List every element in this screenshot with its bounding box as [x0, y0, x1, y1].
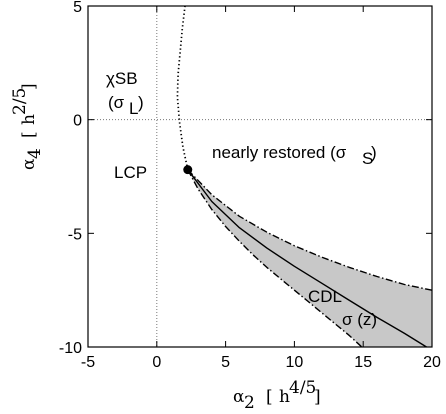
y-axis-label: α 4 [ h 2/5 ]	[10, 83, 45, 170]
x-axis-label-subscript: 2	[244, 393, 255, 413]
annotation-sigma-l-subscript: L	[129, 99, 138, 118]
cdl-shaded-region	[187, 169, 432, 347]
y-tick-label: -5	[68, 226, 82, 243]
x-axis-unit: h	[279, 387, 290, 407]
x-axis-unit-exponent: 4/5	[289, 378, 316, 398]
y-axis-bracket-close: ]	[19, 83, 39, 90]
x-tick-label: 5	[221, 354, 230, 371]
x-tick-label: 10	[286, 354, 304, 371]
annotation-cdl: CDL	[308, 287, 342, 306]
annotation-chiral-symmetry-broken: χSB	[106, 69, 138, 88]
y-tick-label: 0	[73, 113, 82, 130]
y-axis-label-symbol: α	[19, 158, 39, 170]
boundary-dotted-line	[176, 5, 189, 170]
plot-area	[87, 5, 433, 348]
x-axis-label: α 2 [ h 4/5 ]	[233, 378, 321, 413]
annotations: χSB (σ L ) nearly restored (σ S ) LCP CD…	[106, 69, 377, 329]
x-tick-label: 0	[152, 354, 161, 371]
x-axis-label-symbol: α	[233, 387, 245, 407]
annotation-sigma-s-close: )	[371, 143, 377, 162]
plot-frame	[87, 5, 433, 348]
annotation-sigma-s-subscript: S	[362, 149, 373, 168]
sigma-z-line	[187, 169, 427, 348]
y-tick-label: -10	[59, 340, 82, 357]
x-tick-label: 15	[354, 354, 372, 371]
annotation-lcp: LCP	[114, 163, 147, 182]
annotation-sigma-l-close: )	[138, 93, 144, 112]
lcp-point	[183, 165, 193, 175]
cdl-lower-boundary	[187, 169, 363, 348]
cdl-upper-boundary	[187, 169, 433, 291]
annotation-nearly-restored: nearly restored (σ	[212, 143, 347, 162]
annotation-sigma-z: σ (z)	[342, 310, 377, 329]
y-axis-label-subscript: 4	[25, 148, 45, 159]
x-tick-label: -5	[81, 354, 95, 371]
y-axis-unit: h	[19, 114, 39, 125]
y-tick-label: 5	[73, 0, 82, 16]
annotation-sigma-l-open: (σ	[108, 93, 125, 112]
y-axis-bracket-open: [	[19, 131, 39, 138]
y-axis-unit-exponent: 2/5	[10, 88, 30, 115]
x-tick-label: 20	[423, 354, 441, 371]
x-axis-bracket-close: ]	[314, 387, 321, 407]
x-axis-bracket-open: [	[266, 387, 273, 407]
